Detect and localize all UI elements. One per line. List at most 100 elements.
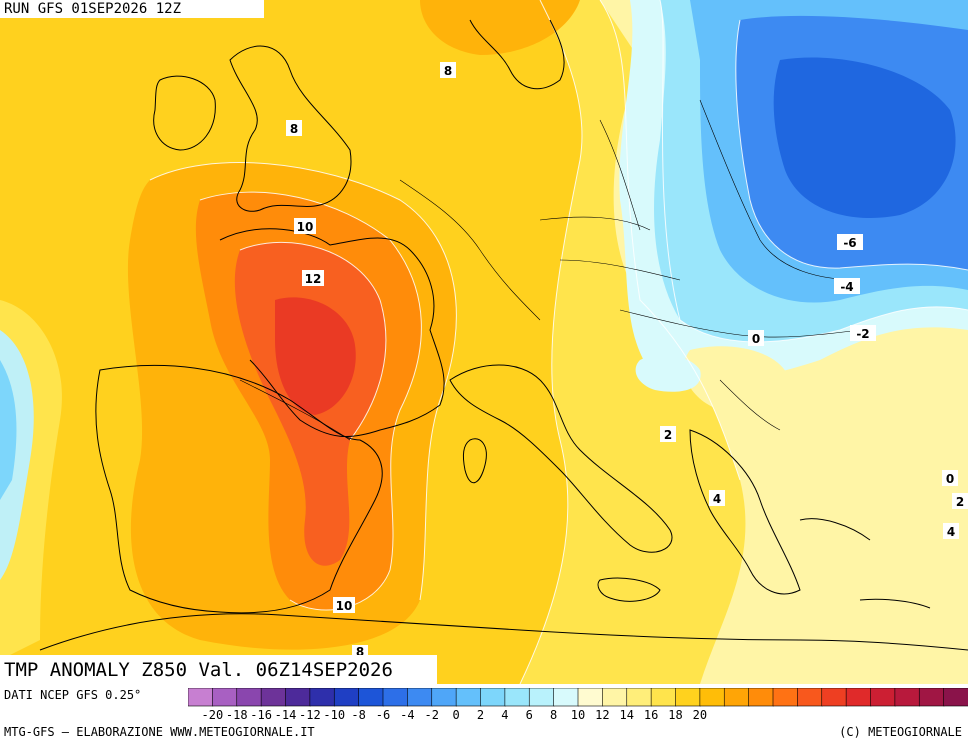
colorbar-swatch xyxy=(797,688,823,707)
contour-label-bg xyxy=(440,62,456,78)
contour-label: 10 xyxy=(336,599,353,613)
contour-label: 4 xyxy=(713,492,721,506)
contour-label-bg xyxy=(748,330,764,346)
contour-label-bg xyxy=(286,120,302,136)
anomaly-map: 8 8 10 12 10 8 2 4 0 -2 -4 -6 0 2 4 xyxy=(0,0,968,684)
contour-label: 8 xyxy=(290,122,298,136)
colorbar-tick-label: -12 xyxy=(299,708,321,722)
contour-label-bg xyxy=(302,270,324,286)
colorbar-tick-label: -6 xyxy=(375,708,391,722)
data-source-label: DATI NCEP GFS 0.25° xyxy=(4,688,142,702)
colorbar-tick-label: 0 xyxy=(452,708,460,722)
run-info-label: RUN GFS 01SEP2026 12Z xyxy=(0,0,264,18)
colorbar-tick-label: 4 xyxy=(501,708,509,722)
footer: DATI NCEP GFS 0.25° -20 -18 -16 -14 -12 -10 -8… xyxy=(0,684,968,745)
colorbar-tick-label: -4 xyxy=(400,708,415,722)
contour-label-group: 8 8 10 12 10 8 2 4 0 -2 -4 -6 0 2 4 xyxy=(286,62,968,659)
contour-label-bg xyxy=(834,278,860,294)
colorbar-swatch xyxy=(626,688,652,707)
colorbar-swatch xyxy=(455,688,482,707)
colorbar-tick-label: -2 xyxy=(424,708,439,722)
colorbar-swatch xyxy=(528,688,555,707)
colorbar-swatch xyxy=(870,688,896,707)
contour-label: 0 xyxy=(946,472,954,486)
contour-label: 2 xyxy=(956,495,964,509)
colorbar-swatch xyxy=(943,688,968,707)
colorbar-swatch xyxy=(285,688,311,707)
colorbar-ticks: -20 -18 -16 -14 -12 -10 -8 -6 -4 -2 0 2 4 6 8 10 12 14 16 1… xyxy=(188,708,968,722)
west-cyan-region xyxy=(0,360,17,500)
contour-label-bg xyxy=(294,218,316,234)
contour-label: 8 xyxy=(356,645,364,659)
contour-label-bg xyxy=(660,426,676,442)
colorbar-swatch xyxy=(309,688,336,707)
colorbar-tick-label: 6 xyxy=(525,708,533,722)
contour-label: -2 xyxy=(856,327,869,341)
colorbar-swatch xyxy=(602,688,628,707)
colorbar-swatch xyxy=(577,688,604,707)
contour-label-bg xyxy=(333,597,355,613)
colorbar-tick-label: 10 xyxy=(570,708,586,722)
contour-label-bg xyxy=(952,493,968,509)
colorbar-tick-label: -10 xyxy=(323,708,346,722)
contour-label-bg xyxy=(850,325,876,341)
colorbar-swatch xyxy=(407,688,433,707)
colorbar-swatch xyxy=(748,688,774,707)
contour-label: 12 xyxy=(305,272,322,286)
colorbar-tick-label: -14 xyxy=(274,708,297,722)
colorbar-tick-label: 14 xyxy=(619,708,634,722)
colorbar-swatch xyxy=(382,688,409,707)
colorbar-swatch xyxy=(723,688,750,707)
contour-label-bg xyxy=(352,645,368,657)
colorbar xyxy=(188,688,968,707)
colorbar-tick-label: -16 xyxy=(250,708,272,722)
colorbar-swatch xyxy=(675,688,701,707)
contour-label: 2 xyxy=(664,428,672,442)
credit-label: MTG-GFS – ELABORAZIONE WWW.METEOGIORNALE… xyxy=(4,725,315,739)
colorbar-tick-label: 8 xyxy=(550,708,558,722)
map-title: TMP ANOMALY Z850 Val. 06Z14SEP2026 xyxy=(0,655,437,685)
map-canvas: 8 8 10 12 10 8 2 4 0 -2 -4 -6 0 2 4 xyxy=(0,0,968,684)
colorbar-swatch xyxy=(553,688,579,707)
colorbar-swatch xyxy=(260,688,287,707)
colorbar-swatch xyxy=(699,688,726,707)
coastlines xyxy=(39,19,968,651)
contour-label-bg xyxy=(943,523,959,539)
contour-label: 4 xyxy=(947,525,955,539)
contour-label: -6 xyxy=(843,236,856,250)
colorbar-tick-label: -20 xyxy=(201,708,224,722)
colorbar-tick-label: 2 xyxy=(476,708,485,722)
colorbar-swatch xyxy=(650,688,677,707)
colorbar-swatch xyxy=(845,688,872,707)
colorbar-tick-label: -18 xyxy=(225,708,248,722)
contour-label-bg xyxy=(837,234,863,250)
colorbar-tick-label: 12 xyxy=(595,708,610,722)
colorbar-swatch xyxy=(821,688,847,707)
contour-label-bg xyxy=(942,470,958,486)
colorbar-tick-label: -8 xyxy=(351,708,366,722)
colorbar-tick-label: 16 xyxy=(643,708,659,722)
colorbar-swatch xyxy=(918,688,945,707)
colorbar-swatch xyxy=(236,688,262,707)
colorbar-swatch xyxy=(358,688,384,707)
colorbar-tick-label: 20 xyxy=(692,708,708,722)
north-sea-warm-region xyxy=(420,0,580,55)
east-blue3-region xyxy=(773,57,956,218)
colorbar-swatch xyxy=(431,688,457,707)
colorbar-swatch xyxy=(188,688,214,707)
contour-label-bg xyxy=(709,490,725,506)
copyright-label: (C) METEOGIORNALE xyxy=(839,725,962,739)
colorbar-tick-label: 18 xyxy=(668,708,683,722)
colorbar-swatch xyxy=(480,688,506,707)
contour-label: 8 xyxy=(444,64,452,78)
colorbar-swatch xyxy=(212,688,238,707)
colorbar-swatch xyxy=(772,688,799,707)
contour-label: 10 xyxy=(297,220,314,234)
colorbar-swatch xyxy=(504,688,531,707)
balkan-pale-region xyxy=(684,346,791,414)
contour-label: 0 xyxy=(752,332,760,346)
borders xyxy=(239,99,861,441)
colorbar-swatch xyxy=(894,688,921,707)
contour-lines xyxy=(149,0,968,684)
contour-label: -4 xyxy=(840,280,853,294)
